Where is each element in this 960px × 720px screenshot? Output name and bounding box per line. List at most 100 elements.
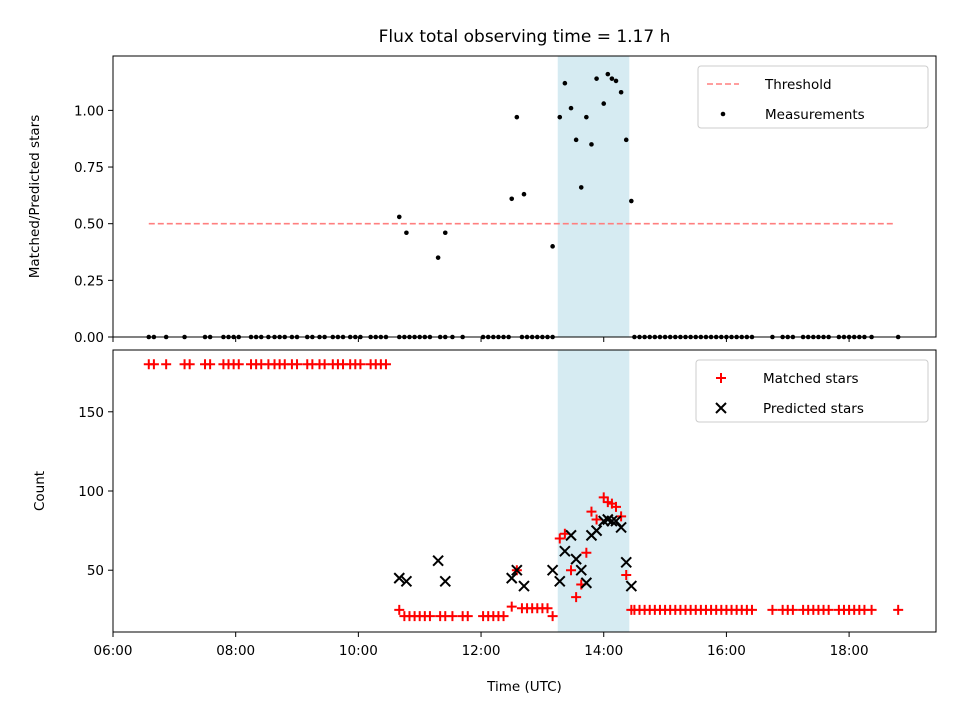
predicted-star-point (615, 521, 627, 534)
matched-star-point (462, 611, 473, 622)
matched-star-point (424, 611, 435, 622)
predicted-star-point (518, 580, 530, 592)
matched-star-point (621, 569, 632, 580)
predicted-star-point (393, 572, 405, 584)
matched-star-point (506, 601, 517, 612)
predicted-star-point (625, 580, 638, 592)
predicted-star-point (580, 577, 593, 589)
measurement-point (613, 78, 619, 84)
predicted-star-point (559, 545, 571, 557)
measurement-point (584, 114, 589, 120)
measurement-point (578, 185, 584, 190)
matched-star-point (866, 604, 877, 615)
matched-star-point (148, 359, 159, 370)
legend-box (695, 359, 929, 423)
matched-star-point (380, 359, 391, 370)
y-tick-label: 1.00 (74, 103, 104, 119)
top-y-axis: 0.00 0.25 0.50 0.75 1.00 (74, 103, 113, 346)
measurement-point (594, 76, 599, 81)
matched-star-point (586, 506, 597, 517)
matched-star-point (746, 604, 757, 615)
legend-label: Predicted stars (763, 401, 864, 417)
legend-label: Threshold (764, 77, 832, 93)
measurement-point (514, 114, 520, 120)
predicted-star-point (546, 564, 559, 576)
x-tick-label: 16:00 (707, 643, 746, 659)
measurement-point (521, 191, 527, 197)
matched-star-point (893, 604, 904, 615)
matched-star-point (355, 359, 366, 370)
top-panel: Flux total observing time = 1.17 h 0.000… (27, 27, 937, 346)
measurement-point (618, 89, 624, 95)
matched-star-point (205, 359, 216, 370)
bottom-plot-area (143, 350, 904, 632)
legend-box (697, 65, 929, 129)
measurement-point (573, 137, 579, 143)
top-plot-area (146, 56, 901, 340)
bottom-legend: Matched stars Predicted stars (695, 359, 929, 423)
measurement-point (605, 71, 611, 77)
matched-star-point (161, 359, 172, 370)
measurement-point (629, 198, 634, 204)
matched-star-point (394, 604, 405, 615)
matched-star-point (184, 359, 195, 370)
matched-star-point (547, 611, 558, 622)
top-y-axis-label: Matched/Predicted stars (27, 115, 43, 278)
matched-star-point (787, 604, 798, 615)
bottom-x-axis: 06:00 08:00 10:00 12:00 14:00 16:00 18:00 (94, 632, 869, 659)
measurement-point (550, 244, 555, 249)
measurement-point (557, 114, 563, 120)
predicted-star-point (565, 529, 577, 542)
matched-star-point (233, 359, 244, 370)
y-tick-label: 0.25 (74, 273, 104, 289)
x-axis-label: Time (UTC) (486, 679, 562, 695)
y-tick-label: 0.50 (74, 217, 104, 233)
predicted-star-point (432, 555, 444, 567)
legend-label: Matched stars (763, 371, 859, 387)
measurement-point (562, 80, 568, 86)
predicted-star-point (439, 575, 451, 588)
y-tick-label: 150 (78, 405, 104, 421)
y-tick-label: 100 (78, 484, 104, 500)
legend-matched-swatch (716, 373, 726, 383)
measurement-point (609, 76, 615, 81)
x-tick-label: 14:00 (584, 643, 623, 659)
top-legend: Threshold Measurements (697, 65, 929, 129)
bottom-y-axis-label: Count (32, 471, 48, 511)
matched-star-point (554, 533, 565, 544)
highlight-span (557, 350, 630, 632)
matched-star-point (767, 604, 778, 615)
measurement-point (509, 196, 515, 202)
matched-star-point (498, 611, 509, 622)
measurement-point (396, 214, 402, 220)
predicted-star-point (606, 515, 618, 527)
y-tick-label: 50 (87, 563, 104, 579)
predicted-star-point (575, 564, 587, 576)
legend-measurement-swatch (720, 111, 726, 117)
matched-star-point (591, 514, 602, 525)
matched-star-point (823, 604, 834, 615)
x-tick-label: 18:00 (830, 643, 869, 659)
measurement-point (589, 142, 594, 147)
matched-star-point (581, 547, 592, 558)
matched-star-point (292, 359, 303, 370)
x-tick-label: 06:00 (94, 643, 133, 659)
top-x-axis (112, 337, 850, 342)
measurement-point (404, 230, 409, 236)
measurement-point (568, 105, 574, 111)
predicted-star-point (400, 575, 413, 588)
matched-star-point (447, 611, 458, 622)
matched-star-point (611, 501, 622, 512)
y-tick-label: 0.00 (74, 330, 104, 346)
measurement-point (601, 101, 607, 106)
bottom-y-axis: 50 100 150 (78, 405, 113, 579)
highlight-span (557, 56, 630, 337)
matched-star-point (542, 603, 553, 614)
measurement-point (435, 255, 441, 260)
y-tick-label: 0.75 (74, 160, 104, 176)
predicted-star-point (554, 575, 566, 588)
top-plot-frame (112, 55, 937, 338)
predicted-star-point (506, 572, 518, 584)
measurement-point (442, 230, 448, 236)
